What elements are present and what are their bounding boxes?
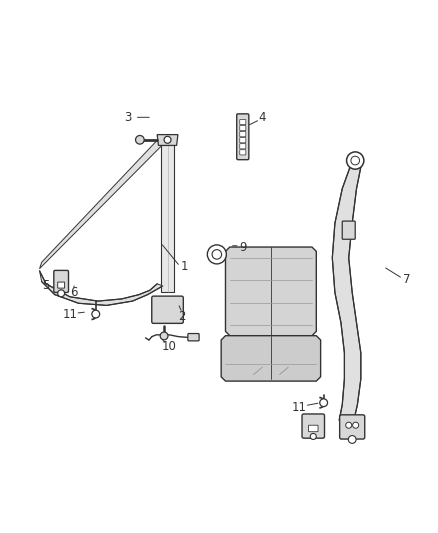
- Circle shape: [348, 435, 356, 443]
- Text: 11: 11: [292, 400, 307, 414]
- Text: 8: 8: [308, 426, 316, 440]
- Polygon shape: [221, 336, 321, 381]
- Circle shape: [310, 433, 316, 440]
- FancyBboxPatch shape: [58, 282, 65, 288]
- Polygon shape: [39, 139, 164, 269]
- Text: 6: 6: [71, 286, 78, 299]
- Text: 5: 5: [42, 279, 49, 293]
- Polygon shape: [39, 271, 163, 305]
- Circle shape: [164, 136, 171, 143]
- Polygon shape: [332, 163, 362, 420]
- FancyBboxPatch shape: [240, 144, 246, 149]
- FancyBboxPatch shape: [240, 150, 246, 155]
- Text: 7: 7: [403, 273, 411, 286]
- FancyBboxPatch shape: [240, 138, 246, 143]
- Circle shape: [346, 152, 364, 169]
- Text: 11: 11: [62, 308, 77, 320]
- FancyBboxPatch shape: [342, 221, 355, 239]
- FancyBboxPatch shape: [54, 270, 68, 293]
- Circle shape: [92, 310, 100, 318]
- Circle shape: [212, 249, 222, 259]
- FancyBboxPatch shape: [302, 414, 325, 438]
- FancyBboxPatch shape: [240, 119, 246, 125]
- FancyBboxPatch shape: [152, 296, 184, 324]
- Polygon shape: [161, 146, 174, 293]
- FancyBboxPatch shape: [339, 415, 365, 439]
- Text: 2: 2: [179, 310, 186, 322]
- Text: 9: 9: [239, 240, 247, 254]
- Circle shape: [160, 332, 168, 340]
- Circle shape: [58, 290, 65, 297]
- Circle shape: [346, 422, 352, 428]
- Text: 10: 10: [162, 340, 177, 353]
- Circle shape: [353, 422, 359, 428]
- Polygon shape: [226, 247, 316, 336]
- Circle shape: [207, 245, 226, 264]
- Circle shape: [320, 399, 328, 407]
- Text: 4: 4: [258, 111, 266, 124]
- FancyBboxPatch shape: [240, 132, 246, 137]
- Text: 3: 3: [124, 111, 132, 124]
- Text: 1: 1: [180, 260, 188, 273]
- Circle shape: [135, 135, 144, 144]
- FancyBboxPatch shape: [188, 334, 199, 341]
- FancyBboxPatch shape: [237, 114, 249, 160]
- Polygon shape: [157, 135, 178, 146]
- FancyBboxPatch shape: [240, 126, 246, 131]
- Circle shape: [351, 156, 360, 165]
- FancyBboxPatch shape: [308, 425, 318, 432]
